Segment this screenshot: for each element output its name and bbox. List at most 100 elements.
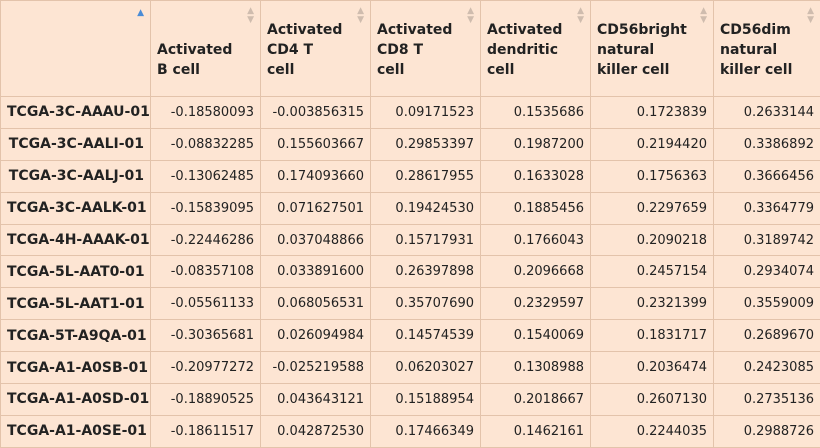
value-cell: 0.3666456 [714, 160, 820, 192]
value-cell: 0.1723839 [591, 97, 714, 129]
column-header-label-line: CD56bright [597, 22, 687, 38]
value-cell: 0.2297659 [591, 192, 714, 224]
sort-ascending-icon[interactable]: ▲ [137, 9, 144, 18]
value-cell: 0.1633028 [481, 160, 591, 192]
value-cell: 0.2036474 [591, 352, 714, 384]
value-cell: -0.08357108 [151, 256, 261, 288]
column-header-3[interactable]: Activated CD8 T cell ▲▼ [371, 1, 481, 97]
table-row: TCGA-3C-AAAU-01-0.18580093-0.003856315 0.… [1, 97, 820, 129]
value-cell: 0.1308988 [481, 352, 591, 384]
value-cell: -0.05561133 [151, 288, 261, 320]
value-cell: 0.2090218 [591, 224, 714, 256]
value-cell: 0.2096668 [481, 256, 591, 288]
value-cell: 0.15717931 [371, 224, 481, 256]
value-cell: 0.2423085 [714, 352, 820, 384]
column-header-label-line: cell [377, 62, 404, 78]
column-header-label-line: killer cell [720, 62, 792, 78]
value-cell: -0.20977272 [151, 352, 261, 384]
value-cell: 0.2607130 [591, 384, 714, 416]
value-cell: 0.2194420 [591, 128, 714, 160]
sort-unsorted-icon[interactable]: ▲▼ [247, 7, 254, 25]
value-cell: 0.026094984 [261, 320, 371, 352]
column-header-label-line: CD56dim [720, 22, 791, 38]
column-header-label-line: Activated [157, 42, 232, 58]
value-cell: 0.35707690 [371, 288, 481, 320]
value-cell: -0.003856315 [261, 97, 371, 129]
row-name-cell: TCGA-4H-AAAK-01 [1, 224, 151, 256]
value-cell: 0.2457154 [591, 256, 714, 288]
table-row: TCGA-A1-A0SB-01-0.20977272-0.025219588 0.… [1, 352, 820, 384]
column-header-1[interactable]: Activated B cell ▲▼ [151, 1, 261, 97]
column-header-rownames[interactable]: ▲ [1, 1, 151, 97]
value-cell: 0.2244035 [591, 415, 714, 447]
value-cell: 0.1987200 [481, 128, 591, 160]
value-cell: 0.2329597 [481, 288, 591, 320]
value-cell: 0.2018667 [481, 384, 591, 416]
value-cell: 0.14574539 [371, 320, 481, 352]
row-name-cell: TCGA-3C-AALK-01 [1, 192, 151, 224]
column-header-label-line: CD8 T [377, 42, 423, 58]
value-cell: 0.1885456 [481, 192, 591, 224]
row-name-cell: TCGA-3C-AALI-01 [1, 128, 151, 160]
column-header-label-line: killer cell [597, 62, 669, 78]
value-cell: -0.22446286 [151, 224, 261, 256]
value-cell: 0.1756363 [591, 160, 714, 192]
row-name-cell: TCGA-5L-AAT1-01 [1, 288, 151, 320]
sort-unsorted-icon[interactable]: ▲▼ [807, 7, 814, 25]
value-cell: 0.29853397 [371, 128, 481, 160]
column-header-label-line: Activated [267, 22, 342, 38]
sort-unsorted-icon[interactable]: ▲▼ [700, 7, 707, 25]
value-cell: 0.1540069 [481, 320, 591, 352]
value-cell: 0.155603667 [261, 128, 371, 160]
column-header-label-line: cell [267, 62, 294, 78]
value-cell: -0.18611517 [151, 415, 261, 447]
value-cell: 0.071627501 [261, 192, 371, 224]
row-name-cell: TCGA-5T-A9QA-01 [1, 320, 151, 352]
value-cell: 0.037048866 [261, 224, 371, 256]
value-cell: -0.30365681 [151, 320, 261, 352]
column-header-label-line: B cell [157, 62, 200, 78]
value-cell: -0.15839095 [151, 192, 261, 224]
value-cell: 0.2988726 [714, 415, 820, 447]
value-cell: 0.2689670 [714, 320, 820, 352]
value-cell: 0.3386892 [714, 128, 820, 160]
value-cell: 0.2934074 [714, 256, 820, 288]
sort-unsorted-icon[interactable]: ▲▼ [357, 7, 364, 25]
value-cell: 0.28617955 [371, 160, 481, 192]
sort-unsorted-icon[interactable]: ▲▼ [467, 7, 474, 25]
value-cell: -0.13062485 [151, 160, 261, 192]
value-cell: -0.025219588 [261, 352, 371, 384]
value-cell: 0.2321399 [591, 288, 714, 320]
value-cell: 0.1766043 [481, 224, 591, 256]
row-name-cell: TCGA-A1-A0SD-01 [1, 384, 151, 416]
row-name-cell: TCGA-A1-A0SE-01 [1, 415, 151, 447]
value-cell: 0.15188954 [371, 384, 481, 416]
value-cell: -0.18580093 [151, 97, 261, 129]
column-header-label-line: Activated [377, 22, 452, 38]
value-cell: 0.26397898 [371, 256, 481, 288]
sort-unsorted-icon[interactable]: ▲▼ [577, 7, 584, 25]
row-name-cell: TCGA-3C-AALJ-01 [1, 160, 151, 192]
column-header-label-line: cell [487, 62, 514, 78]
row-name-cell: TCGA-A1-A0SB-01 [1, 352, 151, 384]
row-name-cell: TCGA-3C-AAAU-01 [1, 97, 151, 129]
column-header-label: Activated CD8 T cell [377, 20, 474, 80]
value-cell: 0.17466349 [371, 415, 481, 447]
row-name-cell: TCGA-5L-AAT0-01 [1, 256, 151, 288]
